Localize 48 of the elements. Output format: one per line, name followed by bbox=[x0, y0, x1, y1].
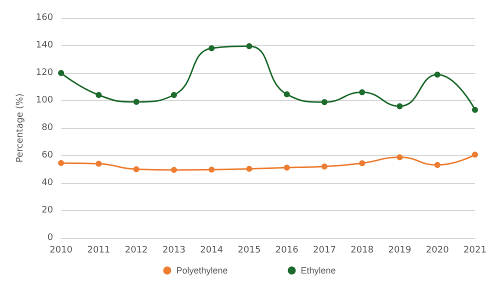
point bbox=[434, 72, 440, 78]
legend-label: Ethylene bbox=[300, 266, 336, 276]
x-tick-label: 2014 bbox=[200, 246, 224, 256]
y-tick-label: 0 bbox=[47, 233, 54, 243]
point bbox=[246, 43, 252, 50]
point bbox=[58, 160, 64, 166]
x-tick-label: 2020 bbox=[426, 246, 450, 256]
point bbox=[284, 91, 290, 98]
point bbox=[208, 166, 215, 173]
y-tick-label: 100 bbox=[36, 96, 54, 106]
point bbox=[472, 106, 478, 113]
x-tick-label: 2016 bbox=[275, 246, 299, 256]
point bbox=[359, 160, 366, 166]
y-tick-label: 40 bbox=[42, 178, 54, 188]
x-tick-label: 2021 bbox=[464, 246, 486, 256]
point bbox=[434, 162, 440, 168]
point bbox=[246, 166, 252, 172]
y-tick-label: 160 bbox=[36, 13, 54, 23]
x-tick-label: 2018 bbox=[350, 246, 374, 256]
point bbox=[170, 166, 177, 173]
x-tick-label: 2015 bbox=[238, 246, 261, 256]
point bbox=[170, 92, 177, 98]
point bbox=[396, 103, 403, 110]
point bbox=[284, 164, 290, 171]
legend-label: Polyethylene bbox=[176, 266, 228, 276]
point bbox=[396, 154, 403, 160]
point bbox=[96, 160, 102, 167]
point bbox=[133, 98, 140, 105]
y-tick-label: 20 bbox=[42, 206, 54, 216]
x-tick-label: 2012 bbox=[124, 246, 148, 256]
x-tick-label: 2013 bbox=[162, 246, 186, 256]
x-tick-label: 2011 bbox=[87, 246, 110, 256]
point bbox=[208, 45, 215, 52]
point bbox=[321, 99, 328, 106]
point bbox=[359, 89, 366, 96]
y-axis-title: Percentage (%) bbox=[16, 93, 26, 163]
y-tick-label: 60 bbox=[42, 150, 54, 160]
point bbox=[321, 164, 328, 170]
point bbox=[96, 92, 102, 98]
y-tick-label: 80 bbox=[42, 123, 54, 133]
y-tick-label: 140 bbox=[36, 40, 54, 50]
x-tick-label: 2017 bbox=[313, 246, 336, 256]
point bbox=[58, 70, 64, 76]
x-tick-label: 2019 bbox=[388, 246, 412, 256]
y-tick-label: 120 bbox=[36, 68, 54, 78]
point bbox=[133, 166, 140, 172]
point bbox=[472, 152, 478, 158]
x-tick-label: 2010 bbox=[50, 246, 73, 256]
